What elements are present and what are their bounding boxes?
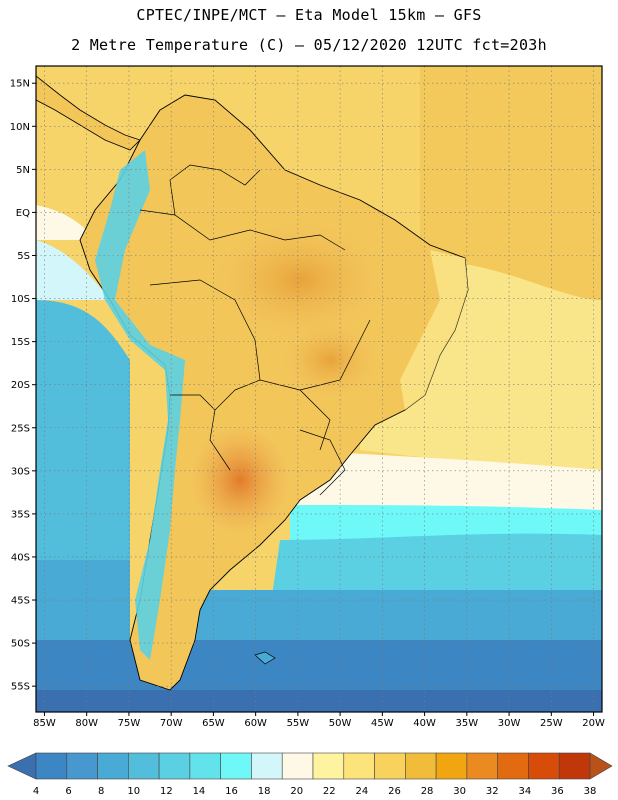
lat-label: 55S: [11, 682, 30, 693]
hot-zone-center: [280, 320, 380, 400]
lat-label: 50S: [11, 639, 30, 650]
colorbar-swatch: [128, 752, 160, 780]
lon-label: 45W: [371, 718, 394, 729]
colorbar-swatch: [66, 752, 98, 780]
lon-label: 35W: [456, 718, 479, 729]
colorbar-label: 32: [486, 786, 499, 797]
lat-label: 5N: [16, 165, 30, 176]
colorbar-label: 12: [160, 786, 173, 797]
colorbar-label: 18: [258, 786, 271, 797]
brazil-coastal-band: [400, 250, 468, 410]
andes-cold-strip: [95, 150, 185, 660]
colorbar-swatch: [97, 752, 129, 780]
colorbar-swatch: [220, 752, 252, 780]
country-borders: [139, 164, 371, 496]
pacific-band-22: [36, 205, 95, 240]
colorbar-swatch: [281, 752, 314, 780]
colorbar-swatch: [466, 752, 498, 780]
colorbar-label: 10: [127, 786, 140, 797]
falkland-islands: [254, 651, 276, 665]
colorbar-swatches: [7, 752, 613, 780]
hot-zone-chaco: [190, 425, 290, 535]
colorbar-label: 34: [518, 786, 531, 797]
colorbar-swatch: [435, 752, 468, 780]
colorbar-label: 24: [356, 786, 369, 797]
colorbar-swatch: [35, 752, 68, 780]
lat-label: 10S: [11, 294, 30, 305]
lon-label: 85W: [33, 718, 56, 729]
map-title-line-1: CPTEC/INPE/MCT – Eta Model 15km – GFS: [136, 6, 482, 24]
lon-label: 70W: [160, 718, 183, 729]
lon-label: 55W: [287, 718, 310, 729]
ocean-band-10: [180, 590, 602, 640]
colorbar-label: 14: [193, 786, 206, 797]
colorbar-label: 38: [584, 786, 597, 797]
colorbar-label: 16: [225, 786, 238, 797]
central-america-land: [36, 75, 141, 151]
lat-label: EQ: [16, 208, 30, 219]
colorbar-swatch: [158, 752, 191, 780]
lat-label: 20S: [11, 380, 30, 391]
colorbar-label: 28: [421, 786, 434, 797]
lon-label: 20W: [582, 718, 605, 729]
colorbar-arrow-low: [7, 752, 37, 780]
colorbar-label: 4: [33, 786, 39, 797]
lon-label: 50W: [329, 718, 352, 729]
lat-label: 35S: [11, 509, 30, 520]
colorbar-label: 36: [551, 786, 564, 797]
colorbar-swatch: [312, 752, 345, 780]
map-frame: [35, 65, 603, 713]
lon-label: 60W: [244, 718, 267, 729]
lat-label: 15S: [11, 337, 30, 348]
ocean-band-4: [36, 690, 602, 712]
colorbar-swatch: [497, 752, 529, 780]
colorbar-label: 26: [388, 786, 401, 797]
colorbar-swatch: [251, 752, 283, 780]
lat-label: 40S: [11, 552, 30, 563]
colorbar-swatch: [528, 752, 560, 780]
colorbar-label: 20: [290, 786, 303, 797]
colorbar-label: 8: [98, 786, 104, 797]
lon-label: 30W: [498, 718, 521, 729]
colorbar-swatch: [558, 752, 591, 780]
lat-label: 15N: [10, 79, 30, 90]
colorbar-swatch: [374, 752, 406, 780]
lon-label: 40W: [413, 718, 436, 729]
lat-label: 5S: [17, 251, 30, 262]
map-title-line-2: 2 Metre Temperature (C) – 05/12/2020 12U…: [71, 36, 547, 54]
colorbar-swatch: [405, 752, 437, 780]
lat-label: 45S: [11, 596, 30, 607]
lon-label: 80W: [75, 718, 98, 729]
lon-label: 65W: [202, 718, 225, 729]
lon-label: 75W: [118, 718, 141, 729]
lon-label: 25W: [540, 718, 563, 729]
latitude-labels: 15N 10N 5N EQ 5S 10S 15S 20S 25S 30S 35S 40S 45S 50S 5…: [10, 79, 36, 693]
colorbar-label: 6: [65, 786, 71, 797]
colorbar-label: 22: [323, 786, 336, 797]
longitude-labels: 85W 80W 75W 70W 65W 60W 55W 50W 45W 40W 35W 30W 25W 2…: [33, 712, 605, 729]
colorbar-label: 30: [453, 786, 466, 797]
lat-label: 10N: [10, 122, 30, 133]
colorbar-swatch: [343, 752, 375, 780]
lat-label: 30S: [11, 466, 30, 477]
map-field: [36, 66, 602, 712]
pacific-band-20: [36, 240, 110, 300]
colorbar-arrow-high: [589, 752, 613, 780]
colorbar-labels: 4 6 8 10 12 14 16 18 20 22 24 26 28 30 32 34 36 38: [33, 786, 597, 797]
lat-label: 25S: [11, 423, 30, 434]
colorbar-swatch: [189, 752, 221, 780]
